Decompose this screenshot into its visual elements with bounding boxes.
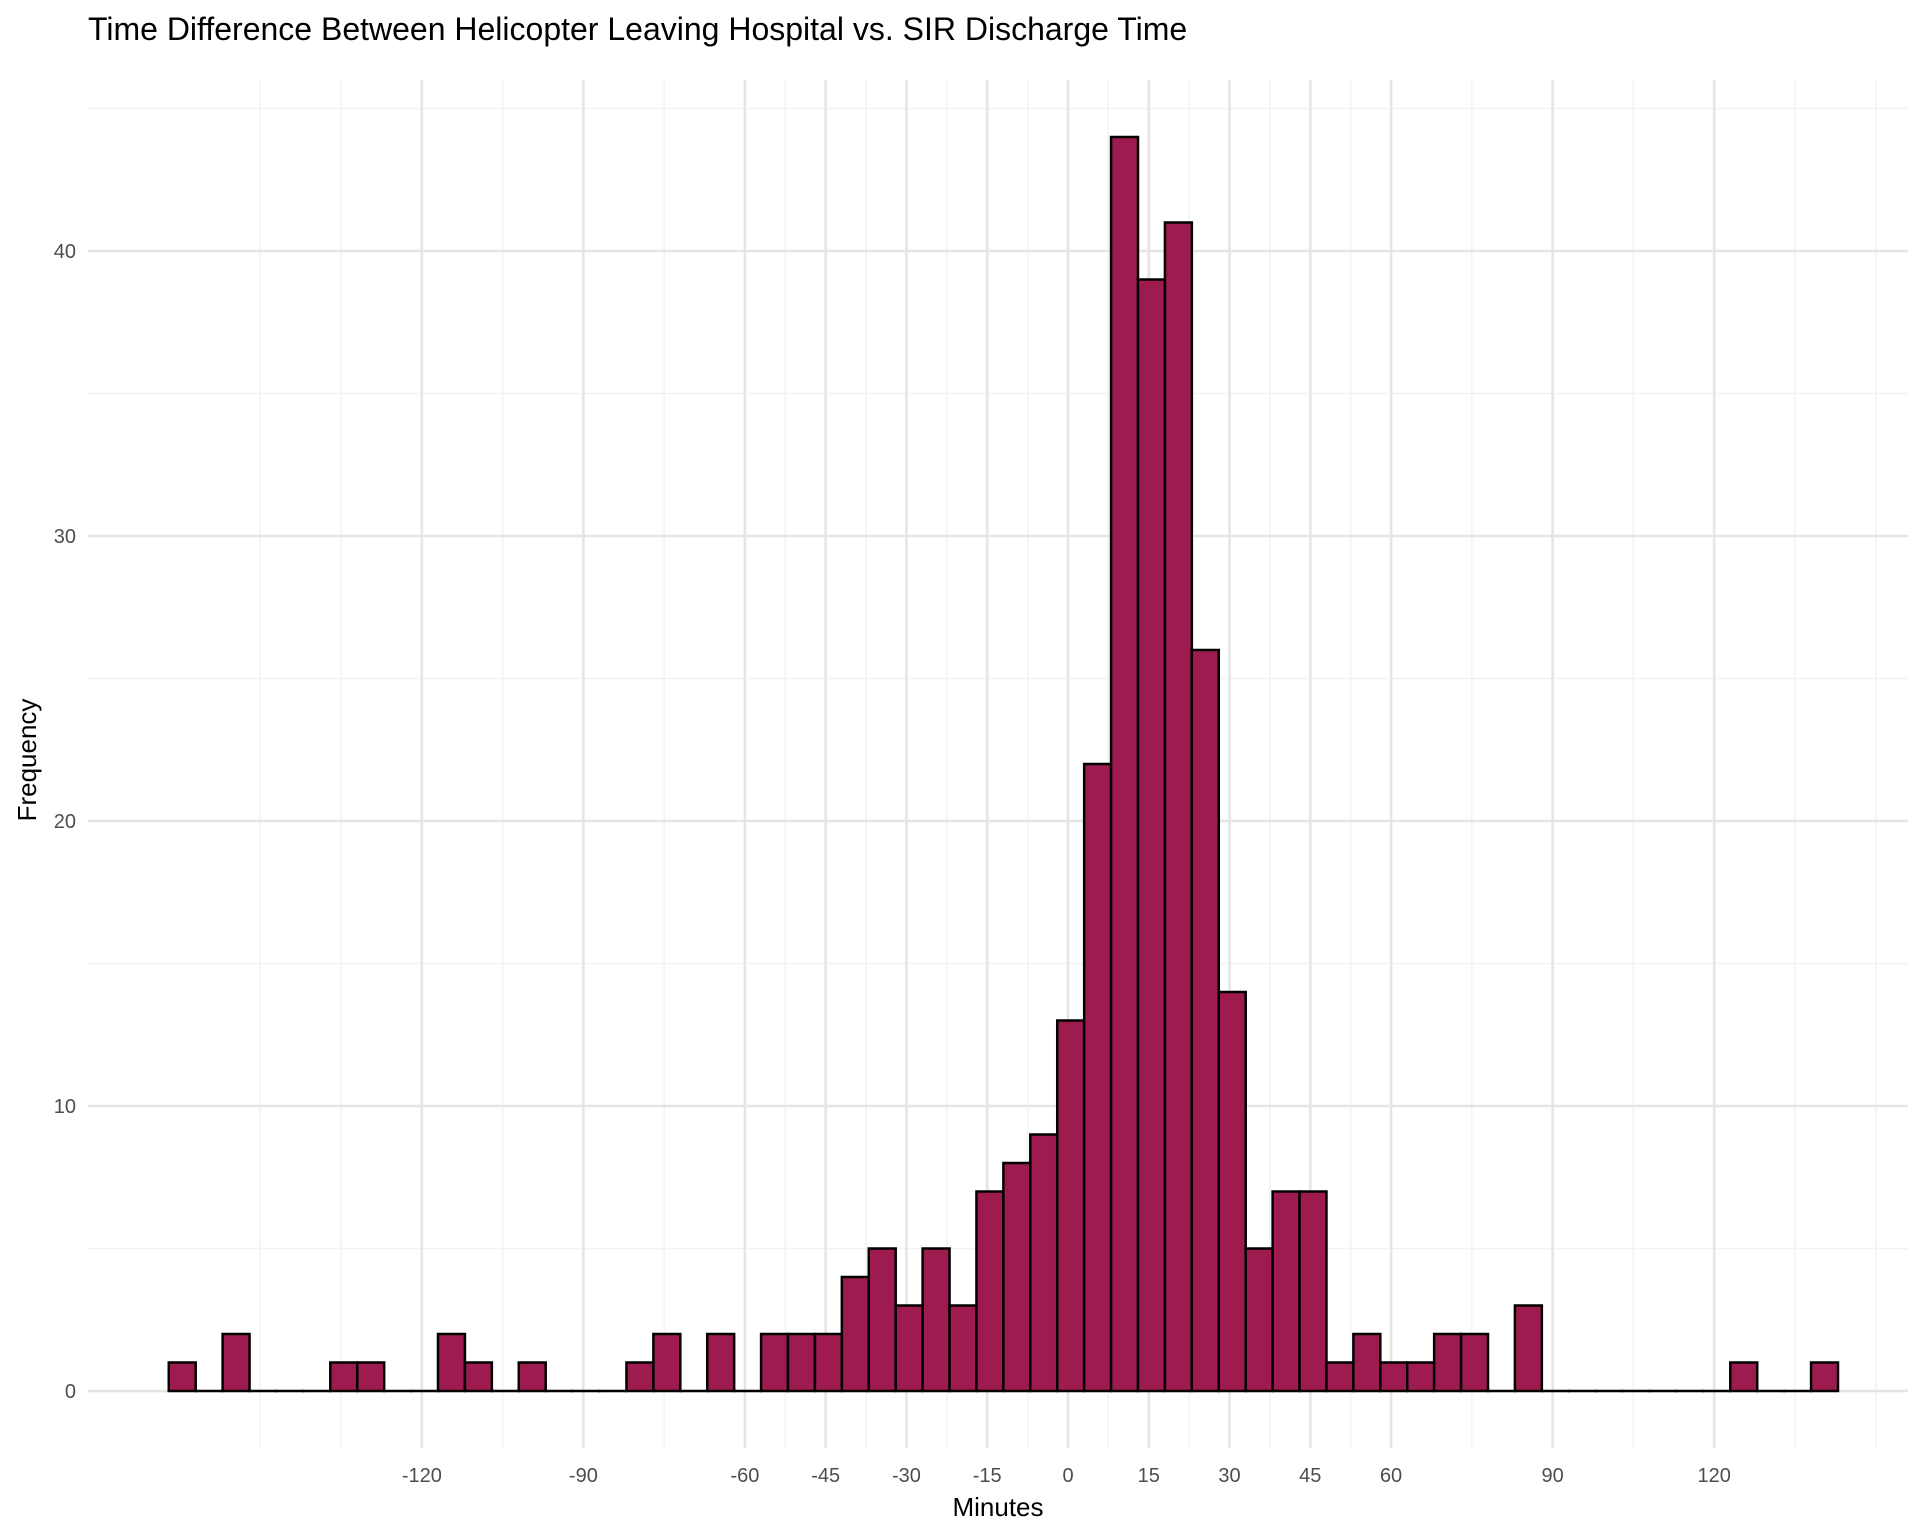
y-axis-tick-labels: 0 10 20 30 40 xyxy=(54,241,76,1403)
histogram-bar xyxy=(1055,1019,1086,1393)
histogram-bar xyxy=(786,1332,817,1393)
x-tick-label: -45 xyxy=(811,1465,840,1487)
histogram-bar xyxy=(329,1361,359,1393)
histogram-bar xyxy=(1352,1332,1382,1393)
bars-layer xyxy=(167,135,1840,1393)
y-tick-label: 20 xyxy=(54,811,76,833)
histogram-bar xyxy=(1244,1247,1274,1393)
histogram-bar xyxy=(652,1332,682,1393)
histogram-bar xyxy=(1029,1133,1059,1393)
histogram-bar xyxy=(705,1332,736,1393)
x-tick-label: -90 xyxy=(569,1465,598,1487)
y-axis-title: Frequency xyxy=(12,699,42,822)
histogram-bar xyxy=(1163,221,1194,1393)
x-tick-label: 30 xyxy=(1218,1465,1240,1487)
histogram-bar xyxy=(221,1332,251,1393)
histogram-bar xyxy=(813,1332,844,1393)
x-tick-label: -120 xyxy=(402,1465,442,1487)
histogram-bar xyxy=(975,1190,1005,1393)
histogram-bar xyxy=(1298,1190,1328,1393)
histogram-bar xyxy=(921,1247,951,1393)
histogram-bar xyxy=(1217,990,1247,1393)
histogram-bar xyxy=(1809,1361,1840,1393)
histogram-bar xyxy=(1002,1161,1032,1393)
x-tick-label: -60 xyxy=(730,1465,759,1487)
histogram-bar xyxy=(1082,762,1113,1393)
histogram-bar xyxy=(1271,1190,1301,1393)
histogram-bar xyxy=(1109,135,1140,1393)
histogram-bar xyxy=(1190,648,1221,1393)
histogram-bar xyxy=(167,1361,197,1393)
x-axis-title: Minutes xyxy=(952,1492,1043,1522)
histogram-bar xyxy=(1325,1361,1355,1393)
x-tick-label: 60 xyxy=(1380,1465,1402,1487)
histogram-bar xyxy=(1432,1332,1463,1393)
histogram-bar xyxy=(1379,1361,1409,1393)
y-tick-label: 40 xyxy=(54,241,76,263)
x-tick-label: 0 xyxy=(1062,1465,1073,1487)
y-tick-label: 30 xyxy=(54,526,76,548)
x-tick-label: -15 xyxy=(973,1465,1002,1487)
x-tick-label: 45 xyxy=(1299,1465,1321,1487)
y-tick-label: 10 xyxy=(54,1096,76,1118)
x-tick-label: 120 xyxy=(1697,1465,1730,1487)
histogram-bar xyxy=(840,1275,871,1393)
histogram-bar xyxy=(867,1247,897,1393)
histogram-bar xyxy=(948,1304,978,1393)
histogram-bar xyxy=(436,1332,467,1393)
histogram-bar xyxy=(517,1361,547,1393)
histogram-bar xyxy=(463,1361,494,1393)
x-axis-tick-labels: -120 -90 -60 -45 -30 -15 0 15 30 45 60 90 120 xyxy=(402,1465,1731,1487)
x-tick-label: 90 xyxy=(1541,1465,1563,1487)
x-tick-label: -30 xyxy=(892,1465,921,1487)
y-tick-label: 0 xyxy=(65,1381,76,1403)
histogram-bar xyxy=(1459,1332,1490,1393)
histogram-bar xyxy=(1729,1361,1759,1393)
histogram-bar xyxy=(625,1361,655,1393)
histogram-bar xyxy=(355,1361,386,1393)
histogram-bar xyxy=(894,1304,924,1393)
x-tick-label: 15 xyxy=(1138,1465,1160,1487)
histogram-bar xyxy=(1136,278,1167,1393)
histogram-bar xyxy=(1513,1304,1544,1393)
histogram-bar xyxy=(759,1332,790,1393)
histogram-bar xyxy=(1405,1361,1436,1393)
chart-title: Time Difference Between Helicopter Leavi… xyxy=(88,11,1187,47)
